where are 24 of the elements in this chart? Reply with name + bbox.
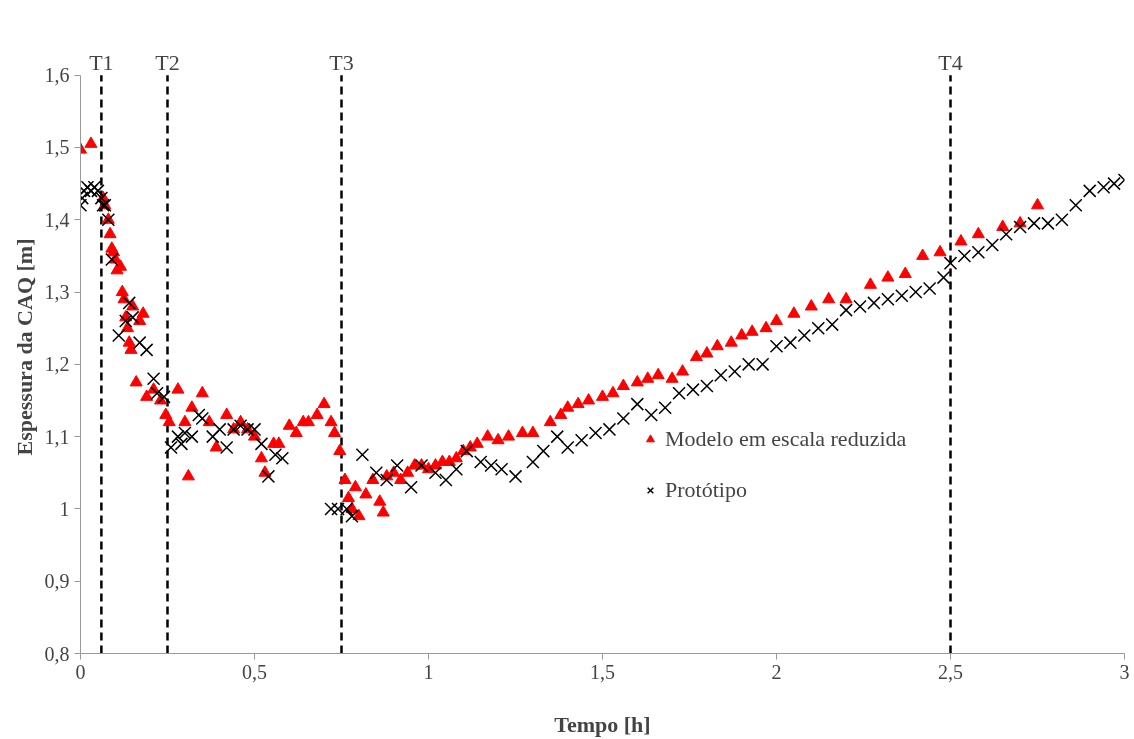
y-tick-label: 1,6	[44, 64, 70, 87]
legend-label: Protótipo	[665, 477, 747, 503]
ref-line-label: T4	[938, 50, 963, 76]
legend-label: Modelo em escala reduzida	[665, 426, 907, 452]
y-tick-label: 1,1	[44, 425, 70, 448]
ref-line-label: T3	[329, 50, 354, 76]
y-tick-label: 1,5	[44, 136, 70, 159]
x-tick-label: 3	[1119, 660, 1130, 683]
y-axis-title: Espessura da CAQ [m]	[11, 238, 37, 456]
x-tick-label: 0,5	[242, 660, 267, 683]
y-tick-label: 1,3	[44, 281, 70, 304]
x-tick-label: 1	[423, 660, 434, 683]
y-tick-label: 0,9	[44, 570, 70, 593]
x-axis-title: Tempo [h]	[554, 711, 651, 737]
y-tick-label: 1,2	[44, 353, 70, 376]
ref-line-label: T2	[155, 50, 180, 76]
x-tick-label: 2	[771, 660, 782, 683]
x-tick-label: 2,5	[938, 660, 963, 683]
y-tick-label: 0,8	[44, 642, 70, 665]
y-tick-label: 1	[59, 497, 70, 520]
y-tick-label: 1,4	[44, 208, 70, 231]
ref-line-label: T1	[89, 50, 114, 76]
x-tick-label: 0	[75, 660, 86, 683]
x-tick-label: 1,5	[590, 660, 615, 683]
